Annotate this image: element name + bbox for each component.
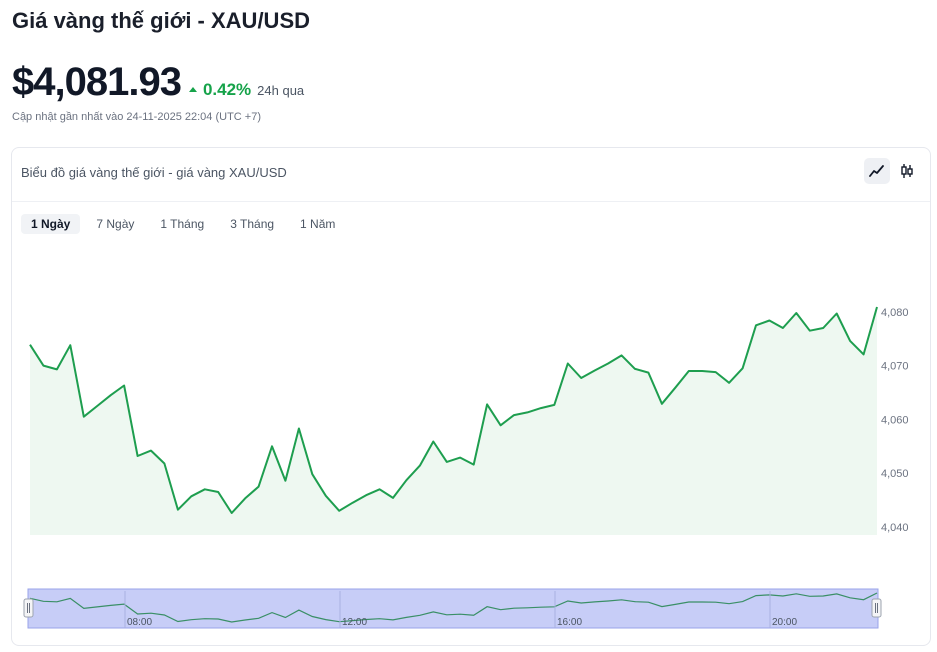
price-area bbox=[30, 307, 877, 535]
line-chart-icon bbox=[869, 165, 884, 177]
triangle-up-icon bbox=[188, 87, 197, 92]
navigator-right-handle[interactable] bbox=[871, 598, 882, 618]
chart-view-toggle bbox=[864, 158, 920, 184]
tab-1-day[interactable]: 1 Ngày bbox=[21, 214, 81, 234]
navigator-tick-label: 12:00 bbox=[342, 617, 367, 628]
line-view-button[interactable] bbox=[864, 158, 890, 184]
change-percent: 0.42% bbox=[202, 80, 252, 99]
navigator-tick-label: 20:00 bbox=[772, 617, 797, 628]
y-tick-label: 4,060 bbox=[881, 414, 909, 426]
price-line bbox=[29, 306, 878, 514]
timeframe-tabs: 1 Ngày 7 Ngày 1 Tháng 3 Tháng 1 Năm bbox=[21, 214, 345, 234]
chart-card-title: Biểu đồ giá vàng thế giới - giá vàng XAU… bbox=[21, 165, 287, 180]
y-tick-label: 4,070 bbox=[881, 361, 909, 373]
candlestick-icon bbox=[901, 164, 913, 178]
navigator-tick-label: 16:00 bbox=[557, 617, 582, 628]
y-tick-label: 4,080 bbox=[881, 307, 909, 319]
navigator-left-handle[interactable] bbox=[23, 598, 34, 618]
current-price: $4,081.93 bbox=[12, 60, 182, 104]
page-title: Giá vàng thế giới - XAU/USD bbox=[12, 8, 311, 33]
y-tick-label: 4,050 bbox=[881, 468, 909, 480]
tab-7-days[interactable]: 7 Ngày bbox=[96, 217, 135, 231]
change-period: 24h qua bbox=[257, 83, 305, 98]
candlestick-view-button[interactable] bbox=[894, 158, 920, 184]
y-tick-label: 4,040 bbox=[881, 522, 909, 534]
last-updated: Cập nhật gần nhất vào 24-11-2025 22:04 (… bbox=[12, 111, 261, 123]
range-navigator bbox=[27, 588, 879, 629]
tab-1-month[interactable]: 1 Tháng bbox=[160, 217, 205, 231]
price-row: $4,081.93 0.42% 24h qua bbox=[12, 60, 304, 105]
card-divider bbox=[12, 201, 930, 202]
price-change: 0.42% 24h qua bbox=[188, 80, 305, 100]
navigator-line bbox=[29, 592, 878, 623]
navigator-tick-label: 08:00 bbox=[127, 617, 152, 628]
tab-1-year[interactable]: 1 Năm bbox=[300, 217, 336, 231]
tab-3-months[interactable]: 3 Tháng bbox=[230, 217, 275, 231]
